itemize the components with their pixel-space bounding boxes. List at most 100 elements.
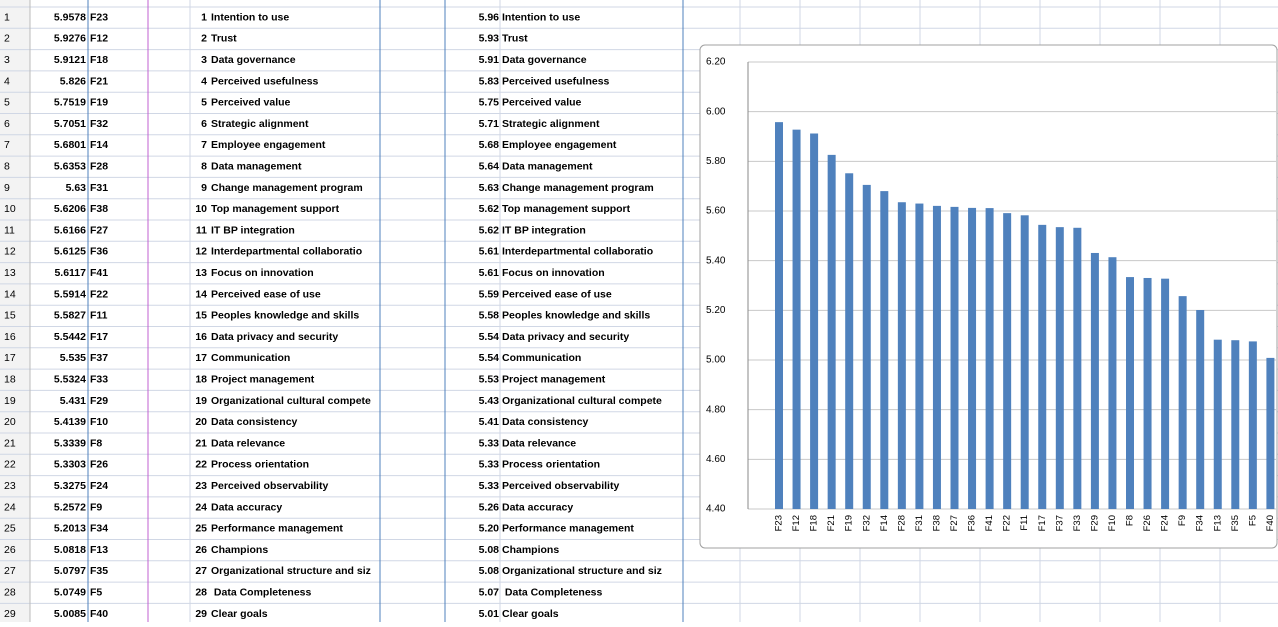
rounded-value: 5.58: [479, 310, 500, 322]
rounded-value: 5.43: [479, 395, 500, 407]
factor-name: Process orientation: [502, 459, 600, 471]
row-number: 1: [4, 11, 10, 23]
bar: [1178, 296, 1187, 509]
factor-code: F18: [90, 54, 108, 66]
factor-name: Top management support: [502, 203, 631, 215]
rounded-value: 5.62: [479, 224, 500, 236]
y-tick-label: 5.40: [706, 255, 726, 266]
factor-code: F38: [90, 203, 108, 215]
factor-code: F29: [90, 395, 108, 407]
rank: 14: [195, 288, 207, 300]
rounded-value: 5.59: [479, 288, 500, 300]
bar: [1090, 252, 1099, 510]
x-tick-label: F40: [1265, 515, 1276, 531]
factor-name: IT BP integration: [502, 224, 586, 236]
mean-value: 5.5827: [54, 310, 86, 322]
factor-name: IT BP integration: [211, 224, 295, 236]
rounded-value: 5.08: [479, 565, 500, 577]
mean-value: 5.6801: [54, 139, 86, 151]
x-tick-label: F31: [914, 515, 925, 531]
mean-value: 5.6166: [54, 224, 86, 236]
factor-name: Perceived value: [502, 97, 582, 109]
factor-code: F17: [90, 331, 108, 343]
rounded-value: 5.64: [479, 161, 500, 173]
factor-name: Intention to use: [211, 11, 289, 23]
mean-value: 5.431: [60, 395, 86, 407]
y-tick-label: 4.60: [706, 454, 726, 465]
factor-name: Project management: [502, 374, 606, 386]
mean-value: 5.7051: [54, 118, 86, 130]
mean-value: 5.0085: [54, 608, 86, 620]
factor-code: F36: [90, 246, 108, 258]
bar: [845, 173, 854, 509]
row-number: 23: [4, 480, 16, 492]
factor-name: Data consistency: [502, 416, 589, 428]
factor-code: F32: [90, 118, 108, 130]
mean-value: 5.6117: [54, 267, 86, 279]
row-number: 11: [4, 224, 15, 236]
rank: 24: [195, 501, 207, 513]
bar: [827, 154, 836, 510]
factor-name: Data governance: [211, 54, 296, 66]
row-number: 26: [4, 544, 16, 556]
factor-name: Clear goals: [502, 608, 559, 620]
rounded-value: 5.54: [479, 352, 500, 364]
bar: [1161, 278, 1170, 509]
factor-code: F33: [90, 374, 108, 386]
mean-value: 5.4139: [54, 416, 86, 428]
rank: 17: [195, 352, 207, 364]
rank: 12: [195, 246, 207, 258]
factor-name: Change management program: [211, 182, 363, 194]
rank: 9: [201, 182, 207, 194]
mean-value: 5.2013: [54, 523, 86, 535]
rounded-value: 5.53: [479, 374, 500, 386]
rank: 6: [201, 118, 207, 130]
factor-name: Perceived ease of use: [211, 288, 321, 300]
bar: [810, 133, 819, 509]
factor-name: Organizational cultural compete: [502, 395, 662, 407]
rounded-value: 5.07: [479, 587, 500, 599]
bar: [1003, 213, 1012, 509]
row-number: 19: [4, 395, 16, 407]
y-tick-label: 5.00: [706, 355, 726, 366]
rounded-value: 5.71: [479, 118, 500, 130]
rank: 23: [195, 480, 207, 492]
bar: [1266, 357, 1275, 509]
bar: [932, 205, 941, 509]
y-tick-label: 5.80: [706, 156, 726, 167]
rounded-value: 5.83: [479, 75, 500, 87]
factor-code: F40: [90, 608, 108, 620]
row-number: 4: [4, 75, 10, 87]
factor-code: F21: [90, 75, 108, 87]
factor-code: F22: [90, 288, 108, 300]
row-number: 3: [4, 54, 10, 66]
factor-name: Champions: [211, 544, 268, 556]
x-tick-label: F27: [949, 515, 960, 531]
factor-name: Performance management: [211, 523, 343, 535]
factor-name: Perceived usefulness: [502, 75, 610, 87]
x-tick-label: F41: [984, 515, 995, 531]
factor-name: Focus on innovation: [211, 267, 314, 279]
mean-value: 5.5442: [54, 331, 86, 343]
x-tick-label: F28: [896, 515, 907, 531]
rounded-value: 5.96: [479, 11, 500, 23]
y-tick-label: 5.20: [706, 305, 726, 316]
factor-name: Process orientation: [211, 459, 309, 471]
row-number: 7: [4, 139, 10, 151]
mean-value: 5.6125: [54, 246, 86, 258]
row-number: 13: [4, 267, 16, 279]
y-tick-label: 6.20: [706, 57, 726, 68]
factor-name: Perceived observability: [502, 480, 619, 492]
rounded-value: 5.33: [479, 437, 500, 449]
rank: 1: [201, 11, 207, 23]
bar: [1055, 227, 1064, 509]
x-tick-label: F13: [1212, 515, 1223, 531]
rank: 16: [195, 331, 207, 343]
factor-name: Peoples knowledge and skills: [211, 310, 359, 322]
rounded-value: 5.33: [479, 459, 500, 471]
factor-name: Perceived usefulness: [211, 75, 319, 87]
y-tick-label: 4.40: [706, 504, 726, 515]
rounded-value: 5.20: [479, 523, 500, 535]
factor-name: Employee engagement: [502, 139, 617, 151]
